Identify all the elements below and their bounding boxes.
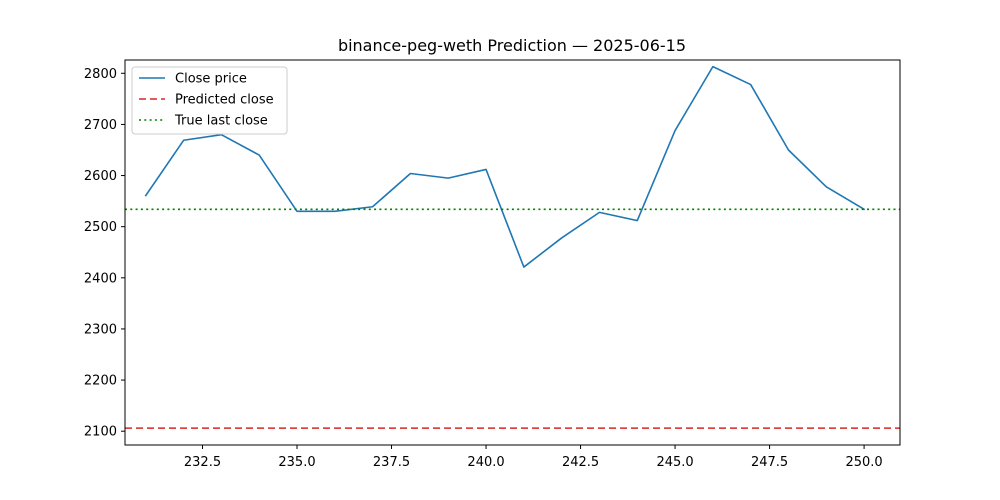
legend-box bbox=[131, 66, 288, 135]
y-tick-label: 2700 bbox=[84, 118, 117, 133]
legend-label: Close price bbox=[175, 72, 247, 87]
x-tick-label: 245.0 bbox=[656, 455, 693, 470]
y-tick-label: 2800 bbox=[84, 67, 117, 82]
x-tick-label: 237.5 bbox=[373, 455, 410, 470]
y-tick-label: 2600 bbox=[84, 169, 117, 184]
legend: Close price Predicted close True last clos… bbox=[131, 66, 288, 135]
x-tick-label: 235.0 bbox=[278, 455, 315, 470]
axes: 232.5 235.0 237.5 240.0 242.5 245.0 247.5 250.0… bbox=[84, 59, 901, 470]
plot-frame bbox=[124, 59, 901, 446]
y-tick-label: 2200 bbox=[84, 374, 117, 389]
legend-label: True last close bbox=[174, 114, 268, 129]
y-tick-label: 2300 bbox=[84, 322, 117, 337]
x-tick-label: 240.0 bbox=[467, 455, 504, 470]
chart-title: binance-peg-weth Prediction — 2025-06-15 bbox=[338, 36, 686, 55]
y-tick-label: 2500 bbox=[84, 220, 117, 235]
series-line-close-price bbox=[144, 65, 866, 268]
x-tick-label: 247.5 bbox=[751, 455, 788, 470]
y-tick-label: 2100 bbox=[84, 425, 117, 440]
x-tick-label: 242.5 bbox=[562, 455, 599, 470]
y-tick-label: 2400 bbox=[84, 271, 117, 286]
plot-area bbox=[125, 65, 900, 429]
x-tick-label: 232.5 bbox=[184, 455, 221, 470]
legend-label: Predicted close bbox=[175, 93, 274, 108]
x-tick-label: 250.0 bbox=[845, 455, 882, 470]
